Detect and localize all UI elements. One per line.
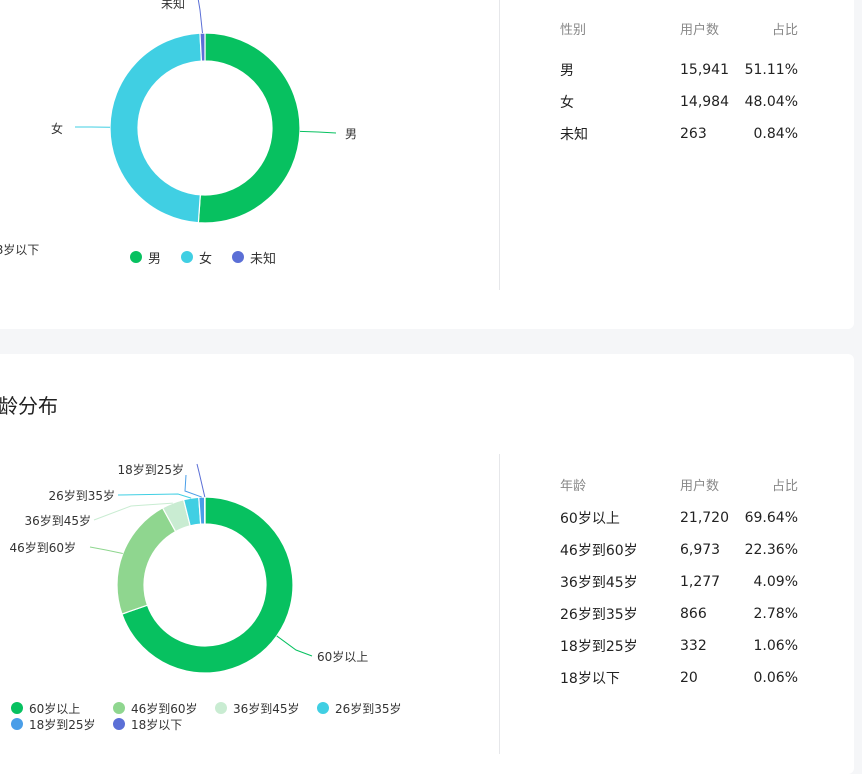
age-row-name: 18岁到25岁	[560, 630, 680, 662]
age-legend-item[interactable]: 46岁到60岁	[113, 700, 213, 716]
age-divider	[499, 454, 500, 754]
slice-label: 18岁到25岁	[117, 462, 184, 477]
age-row-count: 21,720	[680, 502, 742, 534]
age-row-pct: 22.36%	[742, 534, 798, 566]
age-row-count: 6,973	[680, 534, 742, 566]
gender-row-name: 未知	[560, 118, 680, 150]
gender-legend-item[interactable]: 男	[130, 249, 161, 265]
slice-label: 36岁到45岁	[24, 513, 91, 528]
age-row-name: 60岁以上	[560, 502, 680, 534]
age-row-name: 36岁到45岁	[560, 566, 680, 598]
age-row-count: 1,277	[680, 566, 742, 598]
age-header-count: 用户数	[680, 466, 742, 502]
gender-row-pct: 48.04%	[742, 86, 798, 118]
gender-row-name: 男	[560, 54, 680, 86]
age-legend-label: 26岁到35岁	[335, 700, 402, 717]
age-distribution-card: 龄分布 60岁以上46岁到60岁36岁到45岁26岁到35岁18岁到25岁18岁…	[0, 354, 854, 774]
gender-legend-label: 未知	[250, 248, 276, 267]
label-leader-line	[300, 131, 336, 133]
age-legend-item[interactable]: 36岁到45岁	[215, 700, 315, 716]
age-legend-item[interactable]: 18岁到25岁	[11, 716, 111, 732]
legend-dot-icon	[215, 702, 227, 714]
age-row-count: 866	[680, 598, 742, 630]
legend-dot-icon	[11, 718, 23, 730]
age-legend-item[interactable]: 60岁以上	[11, 700, 111, 716]
legend-dot-icon	[317, 702, 329, 714]
legend-dot-icon	[181, 251, 193, 263]
label-leader-line	[277, 636, 312, 656]
gender-legend-item[interactable]: 女	[181, 249, 212, 265]
legend-dot-icon	[232, 251, 244, 263]
label-leader-line	[198, 0, 202, 33]
age-legend-label: 18岁以下	[131, 716, 182, 733]
age-row-name: 18岁以下	[560, 662, 680, 694]
age-legend-item[interactable]: 26岁到35岁	[317, 700, 407, 716]
legend-dot-icon	[11, 702, 23, 714]
age-row-pct: 1.06%	[742, 630, 798, 662]
slice-label: 46岁到60岁	[9, 540, 76, 555]
gender-divider	[499, 0, 500, 290]
age-legend-label: 36岁到45岁	[233, 700, 300, 717]
age-row-pct: 2.78%	[742, 598, 798, 630]
age-header-name: 年龄	[560, 466, 680, 502]
gender-row-count: 15,941	[680, 54, 742, 86]
donut-slice[interactable]	[110, 33, 201, 223]
age-row-pct: 4.09%	[742, 566, 798, 598]
gender-row-count: 14,984	[680, 86, 742, 118]
age-row-name: 26岁到35岁	[560, 598, 680, 630]
gender-row-name: 女	[560, 86, 680, 118]
age-row-count: 20	[680, 662, 742, 694]
age-legend: 60岁以上 46岁到60岁 36岁到45岁 26岁到35岁 18岁到25岁 18岁以下	[11, 700, 431, 732]
gender-donut-chart: 男 女 未知	[0, 0, 499, 240]
age-legend-label: 60岁以上	[29, 700, 80, 717]
donut-slice[interactable]	[200, 33, 205, 61]
legend-dot-icon	[130, 251, 142, 263]
gender-header-count: 用户数	[680, 2, 742, 54]
gender-legend-label: 女	[199, 248, 212, 267]
legend-dot-icon	[113, 702, 125, 714]
age-legend-item[interactable]: 18岁以下	[113, 716, 213, 732]
age-row-name: 46岁到60岁	[560, 534, 680, 566]
donut-slice[interactable]	[117, 508, 176, 614]
age-row-count: 332	[680, 630, 742, 662]
gender-row-pct: 51.11%	[742, 54, 798, 86]
legend-dot-icon	[113, 718, 125, 730]
age-legend-label: 18岁到25岁	[29, 716, 96, 733]
age-row-pct: 0.06%	[742, 662, 798, 694]
slice-label: 60岁以上	[317, 649, 368, 664]
age-row-pct: 69.64%	[742, 502, 798, 534]
donut-slice[interactable]	[198, 33, 300, 223]
age-legend-label: 46岁到60岁	[131, 700, 198, 717]
label-leader-line	[185, 475, 202, 497]
gender-legend: 男 女 未知	[130, 249, 296, 265]
slice-label: 26岁到35岁	[48, 488, 115, 503]
label-leader-line	[197, 464, 205, 497]
gender-legend-label: 男	[148, 248, 161, 267]
gender-row-count: 263	[680, 118, 742, 150]
slice-label: 男	[345, 127, 357, 141]
slice-label: 18岁以下	[0, 242, 39, 257]
gender-row-pct: 0.84%	[742, 118, 798, 150]
gender-header-name: 性别	[560, 2, 680, 54]
slice-label: 女	[51, 121, 63, 136]
label-leader-line	[90, 547, 123, 554]
gender-legend-item[interactable]: 未知	[232, 249, 276, 265]
gender-header-pct: 占比	[742, 2, 798, 54]
label-leader-line	[118, 494, 191, 498]
slice-label: 未知	[161, 0, 185, 11]
age-header-pct: 占比	[742, 466, 798, 502]
